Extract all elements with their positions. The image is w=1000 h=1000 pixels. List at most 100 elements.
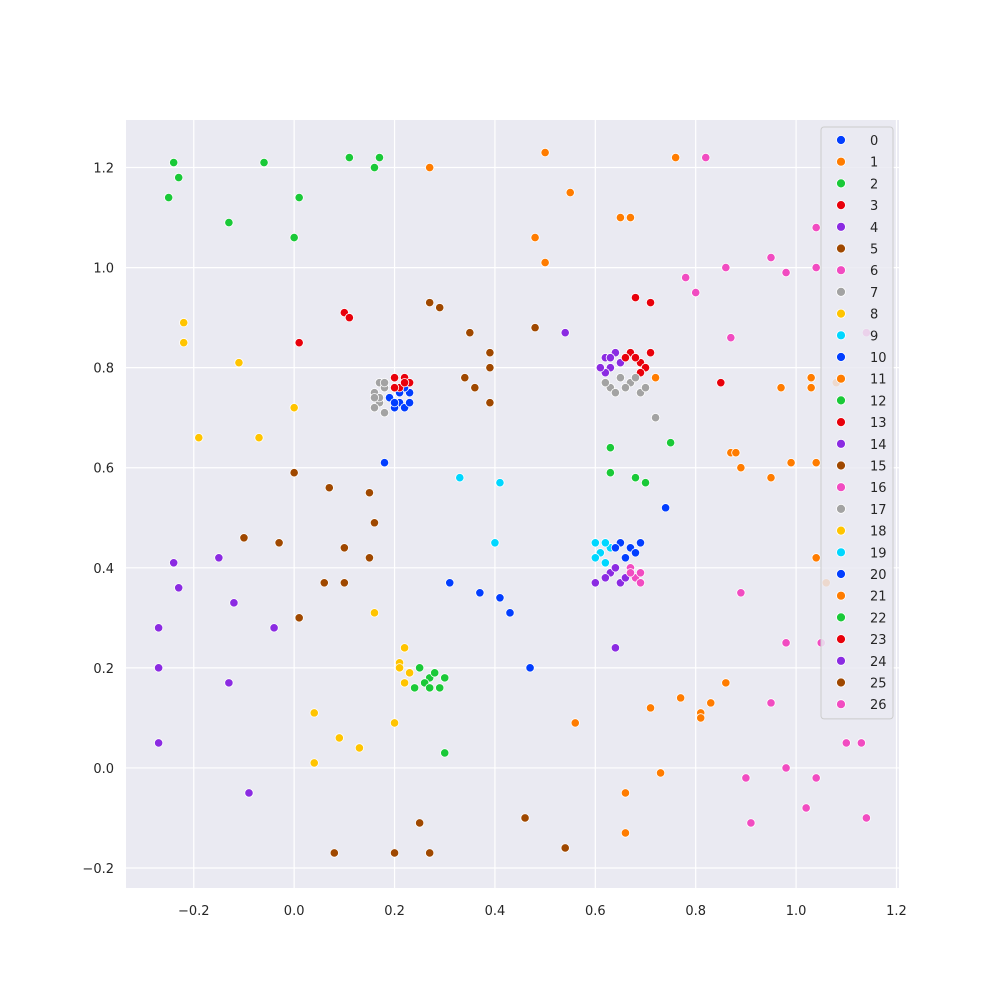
data-point-series-26 [746,818,756,828]
data-point-series-11 [806,373,816,383]
data-point-series-2 [369,162,380,173]
data-point-series-18 [389,718,400,728]
x-tick-label: 0.0 [284,904,305,919]
legend-label: 2 [870,177,878,192]
data-point-series-1 [671,152,681,163]
data-point-series-6 [781,267,791,278]
legend-label: 5 [870,243,878,258]
data-point-series-13 [630,293,641,303]
data-point-series-16 [736,588,746,598]
data-point-series-26 [811,773,821,783]
data-point-series-0 [405,398,415,408]
legend-marker [836,699,846,710]
legend-marker [836,612,846,623]
data-point-series-14 [154,623,164,633]
data-point-series-5 [435,303,445,313]
data-point-series-17 [650,413,661,423]
legend-label: 8 [870,308,878,323]
legend-label: 4 [870,221,878,236]
data-point-series-3 [399,378,410,388]
data-point-series-1 [540,147,550,158]
data-point-series-2 [259,157,269,168]
data-point-series-21 [811,553,821,563]
legend-marker [836,417,846,428]
data-point-series-17 [610,388,620,398]
legend-marker [836,395,846,406]
y-tick-label: 0.0 [93,762,114,777]
data-point-series-19 [600,538,610,548]
data-point-series-1 [625,212,636,223]
grid [126,120,899,888]
data-point-series-3 [389,383,400,393]
data-point-series-15 [289,468,299,478]
legend-label: 24 [870,655,887,670]
legend-marker [836,373,846,384]
legend-marker [836,525,846,536]
data-point-series-6 [811,222,821,233]
data-point-series-5 [530,323,540,333]
legend-marker [836,438,846,449]
legend-marker [836,265,846,276]
data-point-series-20 [505,608,515,618]
legend-marker [836,135,846,145]
data-point-series-13 [620,353,631,363]
data-point-series-18 [394,663,405,673]
data-point-series-17 [600,378,610,388]
legend-label: 0 [870,134,878,149]
data-point-series-11 [776,383,786,393]
data-point-series-21 [696,713,706,723]
data-point-series-6 [681,273,691,283]
legend-label: 7 [870,286,878,301]
data-point-series-14 [244,788,254,798]
x-tick-label: 0.6 [585,904,606,919]
data-point-series-3 [389,373,400,383]
y-tick-label: −0.2 [82,862,114,877]
data-point-series-5 [470,383,480,393]
legend-marker [836,352,846,362]
legend-label: 11 [870,373,887,388]
data-point-series-12 [605,468,615,478]
data-point-series-25 [415,818,425,828]
y-tick-label: 0.2 [93,662,114,677]
data-point-series-16 [766,698,776,708]
x-tick-label: −0.2 [178,904,210,919]
data-point-series-13 [645,348,656,358]
y-axis-ticks: −0.2 0.0 0.2 0.4 0.6 0.8 1.0 1.2 [82,162,114,877]
data-point-series-18 [334,733,344,743]
data-point-series-2 [374,152,385,163]
data-point-series-7 [369,403,380,413]
legend-label: 16 [870,481,887,496]
data-point-series-5 [485,398,495,408]
legend-marker [836,460,846,471]
data-point-series-22 [410,683,420,693]
data-point-series-4 [595,363,605,373]
data-point-series-6 [721,262,731,273]
data-point-series-19 [490,538,500,548]
legend-marker [836,590,846,601]
data-point-series-22 [425,683,435,693]
data-point-series-21 [655,768,666,778]
legend-marker [836,655,846,666]
legend-marker [836,200,846,211]
data-point-series-26 [635,568,646,578]
legend-marker [836,634,846,644]
data-point-series-18 [399,678,410,688]
data-point-series-11 [766,473,776,483]
data-point-series-13 [645,298,656,308]
data-point-series-13 [630,353,641,363]
y-tick-label: 0.6 [93,462,114,477]
data-point-series-22 [440,748,450,758]
data-point-series-12 [666,438,676,448]
data-point-series-15 [239,533,249,543]
data-point-series-15 [324,483,334,493]
data-point-series-17 [620,383,631,393]
legend-marker [836,677,846,688]
data-point-series-11 [806,383,816,393]
data-point-series-1 [425,162,435,173]
data-point-series-13 [716,378,726,388]
data-point-series-18 [354,743,365,753]
legend-label: 26 [870,698,887,713]
legend-label: 3 [870,199,878,214]
data-point-series-25 [389,848,400,858]
data-point-series-14 [154,738,164,748]
